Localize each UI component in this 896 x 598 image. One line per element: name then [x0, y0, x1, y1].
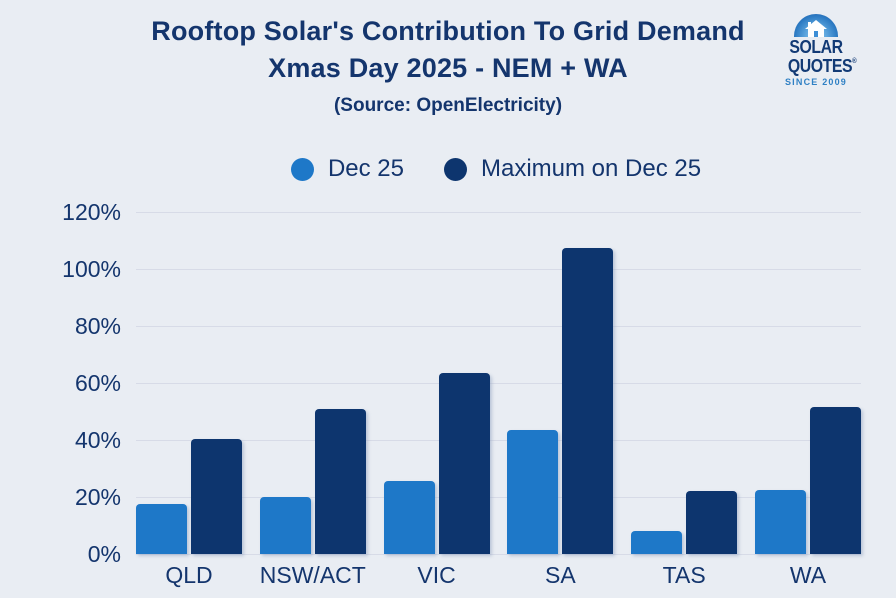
y-axis-tick-label: 60%: [74, 370, 121, 396]
gridline-0: [136, 553, 861, 555]
bar-group-wa: [755, 212, 861, 554]
logo-text-quotes: QUOTES®: [787, 56, 857, 76]
house-icon: [805, 20, 827, 37]
chart-title-line1: Rooftop Solar's Contribution To Grid Dem…: [151, 16, 745, 46]
legend-item-maximum-on-dec-25: Maximum on Dec 25: [443, 155, 702, 183]
legend-item-dec-25: Dec 25: [290, 155, 404, 183]
gridline-80: [136, 325, 861, 327]
legend-label: Dec 25: [327, 155, 404, 182]
gridline-40: [136, 439, 861, 441]
legend-swatch-maximum-on-dec-25: [443, 157, 467, 181]
y-axis-tick-label: 120%: [62, 199, 121, 225]
gridline-60: [136, 382, 861, 384]
bar-wa-maximum-on-dec-25: [810, 407, 861, 554]
legend-swatch-dec-25: [290, 157, 314, 181]
logo-text-solar: SOLAR: [789, 37, 843, 57]
bar-qld-dec-25: [136, 504, 187, 554]
bar-group-nsw-act: [259, 212, 366, 554]
y-axis-tick-label: 40%: [74, 427, 121, 453]
y-axis-tick-label: 0%: [87, 541, 121, 567]
bar-nsw-act-dec-25: [259, 497, 311, 554]
solarquotes-logo: SOLAR QUOTES® SINCE 2009: [784, 14, 857, 87]
bar-vic-dec-25: [383, 481, 435, 554]
logo-house-icon: [794, 14, 838, 37]
x-axis-label-nsw-act: NSW/ACT: [259, 562, 366, 588]
registered-mark: ®: [852, 58, 857, 65]
chart-header: Rooftop Solar's Contribution To Grid Dem…: [0, 13, 896, 117]
x-axis-label-sa: SA: [545, 562, 576, 588]
y-axis-tick-label: 80%: [74, 313, 121, 339]
y-axis-tick-label: 20%: [74, 484, 121, 510]
bar-tas-maximum-on-dec-25: [686, 491, 738, 554]
bar-group-tas: [631, 212, 738, 554]
gridline-20: [136, 496, 861, 498]
logo-tagline: SINCE 2009: [784, 77, 848, 87]
bar-tas-dec-25: [631, 531, 683, 554]
chart-legend: Dec 25 Maximum on Dec 25: [48, 155, 896, 183]
bar-wa-dec-25: [755, 489, 806, 554]
bar-nsw-act-maximum-on-dec-25: [314, 408, 366, 554]
bar-sa-dec-25: [507, 430, 559, 554]
x-axis-label-wa: WA: [789, 562, 827, 588]
x-axis-label-tas: TAS: [662, 562, 706, 588]
y-axis-tick-label: 100%: [62, 256, 121, 282]
chart-title-line2: Xmas Day 2025 - NEM + WA: [268, 53, 628, 83]
gridline-120: [136, 211, 861, 213]
x-axis-label-qld: QLD: [165, 562, 213, 588]
x-axis-label-vic: VIC: [417, 562, 456, 588]
bar-vic-maximum-on-dec-25: [438, 373, 490, 554]
gridline-100: [136, 268, 861, 270]
bar-group-vic: [383, 212, 490, 554]
chart-source: (Source: OpenElectricity): [333, 95, 563, 116]
bar-group-sa: [507, 212, 614, 554]
legend-label: Maximum on Dec 25: [480, 155, 702, 182]
bar-group-qld: [136, 212, 242, 554]
bar-qld-maximum-on-dec-25: [191, 438, 242, 554]
bar-sa-maximum-on-dec-25: [562, 247, 614, 554]
